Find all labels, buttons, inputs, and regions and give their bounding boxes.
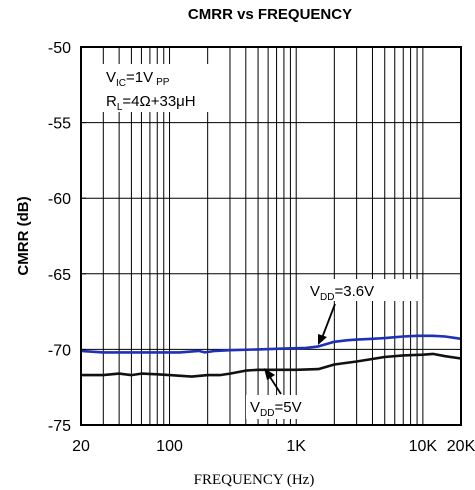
y-axis-label: CMRR (dB)	[15, 196, 32, 275]
x-tick-label: 20	[72, 438, 90, 455]
x-tick-label: 20K	[447, 438, 475, 455]
y-tick-label: -65	[48, 267, 71, 284]
x-tick-label: 100	[156, 438, 183, 455]
series-line-vdd-3v6	[81, 336, 461, 353]
y-tick-label: -55	[48, 116, 71, 133]
arrow-vdd-3v6	[322, 304, 335, 338]
y-tick-label: -50	[48, 40, 71, 57]
y-tick-label: -70	[48, 342, 71, 359]
x-tick-label: 1K	[286, 438, 306, 455]
chart-title: CMRR vs FREQUENCY	[188, 6, 352, 23]
y-tick-label: -60	[48, 191, 71, 208]
y-tick-label: -75	[48, 418, 71, 435]
series-lines	[81, 336, 461, 377]
x-tick-label: 10K	[409, 438, 438, 455]
x-axis-label: FREQUENCY (Hz)	[194, 472, 315, 488]
